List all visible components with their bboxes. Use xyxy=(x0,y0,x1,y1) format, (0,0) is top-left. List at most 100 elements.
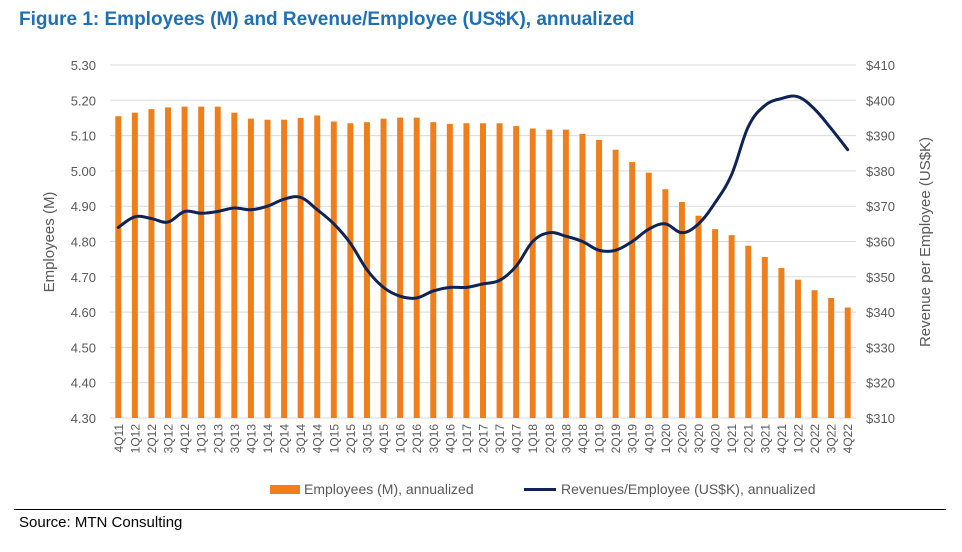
source-divider xyxy=(14,509,946,510)
x-tick-label: 1Q17 xyxy=(460,424,474,454)
right-tick-label: $320 xyxy=(866,376,895,391)
x-tick-label: 4Q19 xyxy=(642,424,656,454)
left-tick-label: 4.30 xyxy=(71,411,96,426)
x-tick-label: 2Q15 xyxy=(344,424,358,454)
bar-2Q19 xyxy=(612,149,619,418)
left-tick-label: 5.30 xyxy=(71,58,96,73)
right-axis-title: Revenue per Employee (US$K) xyxy=(917,137,934,347)
revenue-per-employee-line xyxy=(116,94,850,300)
x-tick-label: 2Q14 xyxy=(278,424,292,454)
left-tick-label: 4.50 xyxy=(71,340,96,355)
x-tick-label: 4Q20 xyxy=(709,424,723,454)
source-note: Source: MTN Consulting xyxy=(19,514,183,531)
bar-3Q22 xyxy=(828,297,835,418)
bar-3Q13 xyxy=(231,112,238,418)
x-tick-label: 4Q12 xyxy=(178,424,192,454)
x-axis-labels: 4Q11 1Q12 2Q12 3Q12 4Q12 1Q13 2Q13 3Q13 4Q13 1Q14… xyxy=(112,424,855,454)
x-tick-label: 4Q16 xyxy=(443,424,457,454)
x-tick-label: 2Q12 xyxy=(145,424,159,454)
bar-2Q17 xyxy=(480,123,486,419)
bar-2Q16 xyxy=(413,117,420,419)
x-tick-label: 2Q16 xyxy=(410,424,424,454)
x-tick-label: 1Q19 xyxy=(593,424,607,454)
bar-2Q15 xyxy=(347,123,354,419)
bar-3Q12 xyxy=(165,107,172,419)
right-tick-label: $340 xyxy=(866,305,895,320)
right-axis-ticks: $310 $320 $330 $340 $350 $360 $370 $380 $390 $400… xyxy=(866,58,895,426)
bar-1Q17 xyxy=(463,123,470,419)
x-tick-label: 3Q18 xyxy=(559,424,573,454)
left-axis-title: Employees (M) xyxy=(41,192,58,293)
bar-2Q20 xyxy=(678,201,685,418)
x-tick-label: 4Q18 xyxy=(576,424,590,454)
x-tick-label: 4Q13 xyxy=(244,424,258,454)
bar-1Q21 xyxy=(728,235,735,418)
x-tick-label: 2Q13 xyxy=(211,424,225,454)
right-tick-label: $350 xyxy=(866,270,895,285)
bar-4Q17 xyxy=(513,126,520,418)
bar-1Q13 xyxy=(198,106,205,419)
x-tick-label: 2Q17 xyxy=(477,424,491,454)
x-tick-label: 3Q13 xyxy=(228,424,242,454)
legend-label-employees: Employees (M), annualized xyxy=(304,481,474,497)
x-tick-label: 1Q18 xyxy=(526,424,540,454)
bar-4Q11 xyxy=(115,116,122,418)
x-tick-label: 1Q13 xyxy=(195,424,209,454)
x-tick-label: 1Q14 xyxy=(261,424,275,454)
x-tick-label: 4Q21 xyxy=(775,424,789,454)
left-tick-label: 4.40 xyxy=(71,376,96,391)
bar-1Q18 xyxy=(529,128,536,419)
bar-4Q16 xyxy=(446,123,453,419)
x-tick-label: 3Q21 xyxy=(758,424,772,454)
x-tick-label: 4Q11 xyxy=(112,424,126,453)
x-tick-label: 1Q22 xyxy=(791,424,805,454)
x-tick-label: 1Q20 xyxy=(659,424,673,454)
bar-1Q20 xyxy=(662,189,669,418)
bar-3Q20 xyxy=(695,215,702,418)
x-tick-label: 2Q22 xyxy=(808,424,822,454)
x-tick-label: 3Q20 xyxy=(692,424,706,454)
bar-2Q12 xyxy=(148,109,155,418)
bar-2Q18 xyxy=(546,129,553,418)
legend-swatch-employees xyxy=(270,485,300,494)
bar-4Q18 xyxy=(579,133,586,418)
bar-4Q22 xyxy=(844,307,851,418)
bar-1Q19 xyxy=(596,139,603,418)
bar-1Q22 xyxy=(794,279,801,418)
bar-1Q15 xyxy=(330,121,337,418)
x-tick-label: 2Q19 xyxy=(609,424,623,454)
bar-2Q22 xyxy=(811,290,818,418)
x-tick-label: 3Q14 xyxy=(294,424,308,454)
left-tick-label: 4.80 xyxy=(71,235,96,250)
x-tick-label: 3Q19 xyxy=(626,424,640,454)
bar-4Q20 xyxy=(712,229,719,418)
bar-3Q14 xyxy=(297,117,304,418)
x-tick-label: 4Q14 xyxy=(311,424,325,454)
right-tick-label: $410 xyxy=(866,58,895,73)
bar-4Q13 xyxy=(247,118,254,418)
x-tick-label: 3Q22 xyxy=(825,424,839,454)
bar-3Q17 xyxy=(496,123,503,419)
bar-1Q14 xyxy=(264,119,271,418)
x-tick-label: 2Q21 xyxy=(742,424,756,454)
x-tick-label: 2Q20 xyxy=(675,424,689,454)
bar-4Q21 xyxy=(778,267,785,418)
left-axis-ticks: 4.30 4.40 4.50 4.60 4.70 4.80 4.90 5.00 5.10 5.20… xyxy=(71,58,96,426)
x-tick-label: 3Q15 xyxy=(360,424,374,454)
left-tick-label: 5.20 xyxy=(71,93,96,108)
bar-3Q19 xyxy=(629,162,636,418)
right-tick-label: $330 xyxy=(866,340,895,355)
right-tick-label: $370 xyxy=(866,199,895,214)
left-tick-label: 4.60 xyxy=(71,305,96,320)
bar-3Q21 xyxy=(761,257,768,418)
employee-bars xyxy=(115,106,851,419)
x-tick-label: 1Q15 xyxy=(327,424,341,454)
left-tick-label: 4.90 xyxy=(71,199,96,214)
bar-4Q12 xyxy=(181,106,188,419)
legend: Employees (M), annualized Revenues/Emplo… xyxy=(270,481,815,497)
x-tick-label: 1Q12 xyxy=(128,424,142,454)
bar-1Q16 xyxy=(397,117,404,419)
right-tick-label: $310 xyxy=(866,411,895,426)
bar-4Q14 xyxy=(314,115,321,418)
left-tick-label: 5.00 xyxy=(71,164,96,179)
